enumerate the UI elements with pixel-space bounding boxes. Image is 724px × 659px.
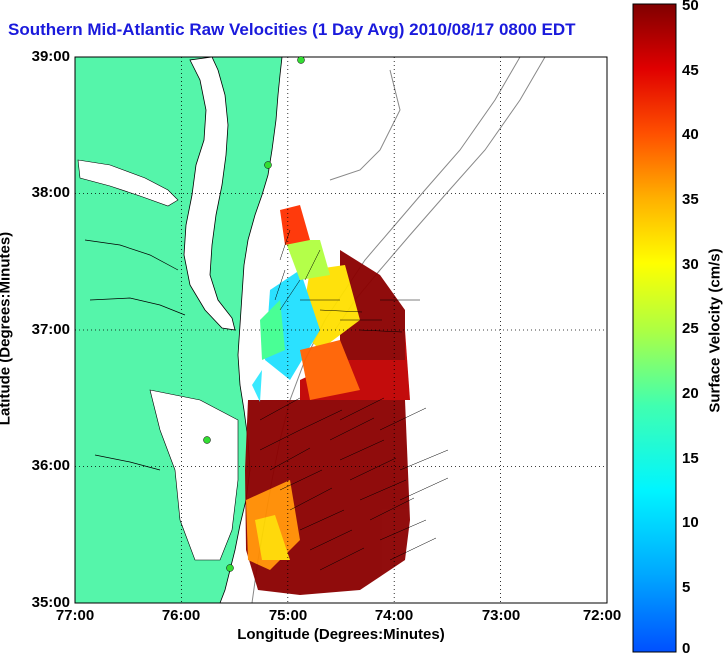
xtick-label: 72:00 — [582, 607, 622, 624]
river-1 — [84, 239, 179, 271]
station-marker — [226, 564, 234, 572]
colorbar-tick: 15 — [682, 450, 699, 467]
colorbar-tick: 0 — [682, 640, 691, 657]
xtick-label: 77:00 — [55, 607, 95, 624]
station-marker — [264, 161, 272, 169]
colorbar-tick: 35 — [682, 191, 699, 208]
ytick-label: 37:00 — [31, 321, 70, 338]
river-3 — [94, 454, 161, 471]
xtick-label: 76:00 — [161, 607, 201, 624]
ytick-label: 36:00 — [31, 457, 70, 474]
plot-frame — [74, 56, 608, 604]
river-2 — [89, 297, 186, 316]
colorbar-tick: 10 — [682, 514, 699, 531]
grid-lines — [75, 57, 607, 603]
ytick-label: 35:00 — [31, 594, 70, 611]
station-marker — [203, 436, 211, 444]
ytick-label: 38:00 — [31, 184, 70, 201]
colorbar-tick: 20 — [682, 385, 699, 402]
colorbar-tick: 45 — [682, 62, 699, 79]
y-axis-label: Latitude (Degrees:Minutes) — [0, 231, 14, 426]
station-marker — [297, 56, 305, 64]
velocity-arrows — [259, 229, 449, 571]
velocity-field — [245, 205, 410, 595]
x-axis-label: Longitude (Degrees:Minutes) — [237, 626, 445, 643]
xtick-label: 73:00 — [481, 607, 521, 624]
station-markers — [203, 56, 305, 572]
xtick-label: 74:00 — [374, 607, 414, 624]
bay-inlet — [77, 159, 179, 207]
chesapeake-bay — [183, 57, 236, 331]
colorbar-label: Surface Velocity (cm/s) — [706, 248, 724, 413]
colorbar-tick: 50 — [682, 0, 699, 14]
ytick-label: 39:00 — [31, 48, 70, 65]
colorbar-tick: 5 — [682, 579, 691, 596]
colorbar-tick: 40 — [682, 126, 699, 143]
sound — [149, 389, 239, 561]
xtick-label: 75:00 — [268, 607, 308, 624]
bathymetry-contour-3 — [329, 69, 401, 181]
colorbar — [632, 3, 677, 653]
colorbar-tick: 25 — [682, 320, 699, 337]
map-title: Southern Mid-Atlantic Raw Velocities (1 … — [8, 20, 576, 39]
colorbar-tick: 30 — [682, 256, 699, 273]
